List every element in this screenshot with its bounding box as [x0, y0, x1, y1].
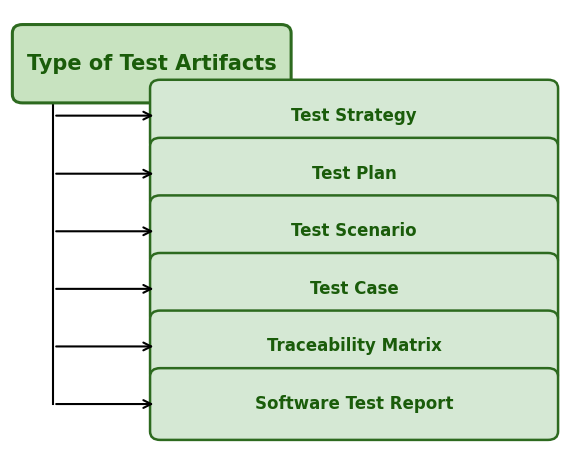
- Text: Traceability Matrix: Traceability Matrix: [266, 337, 442, 355]
- Text: Test Strategy: Test Strategy: [291, 107, 417, 125]
- FancyBboxPatch shape: [150, 80, 558, 152]
- Text: Type of Test Artifacts: Type of Test Artifacts: [27, 54, 277, 74]
- Text: Test Scenario: Test Scenario: [291, 222, 417, 240]
- Text: Test Plan: Test Plan: [312, 165, 396, 183]
- FancyBboxPatch shape: [12, 25, 291, 103]
- FancyBboxPatch shape: [150, 311, 558, 382]
- FancyBboxPatch shape: [150, 368, 558, 440]
- FancyBboxPatch shape: [150, 138, 558, 210]
- FancyBboxPatch shape: [150, 253, 558, 325]
- Text: Test Case: Test Case: [310, 280, 398, 298]
- FancyBboxPatch shape: [150, 195, 558, 267]
- Text: Software Test Report: Software Test Report: [255, 395, 454, 413]
